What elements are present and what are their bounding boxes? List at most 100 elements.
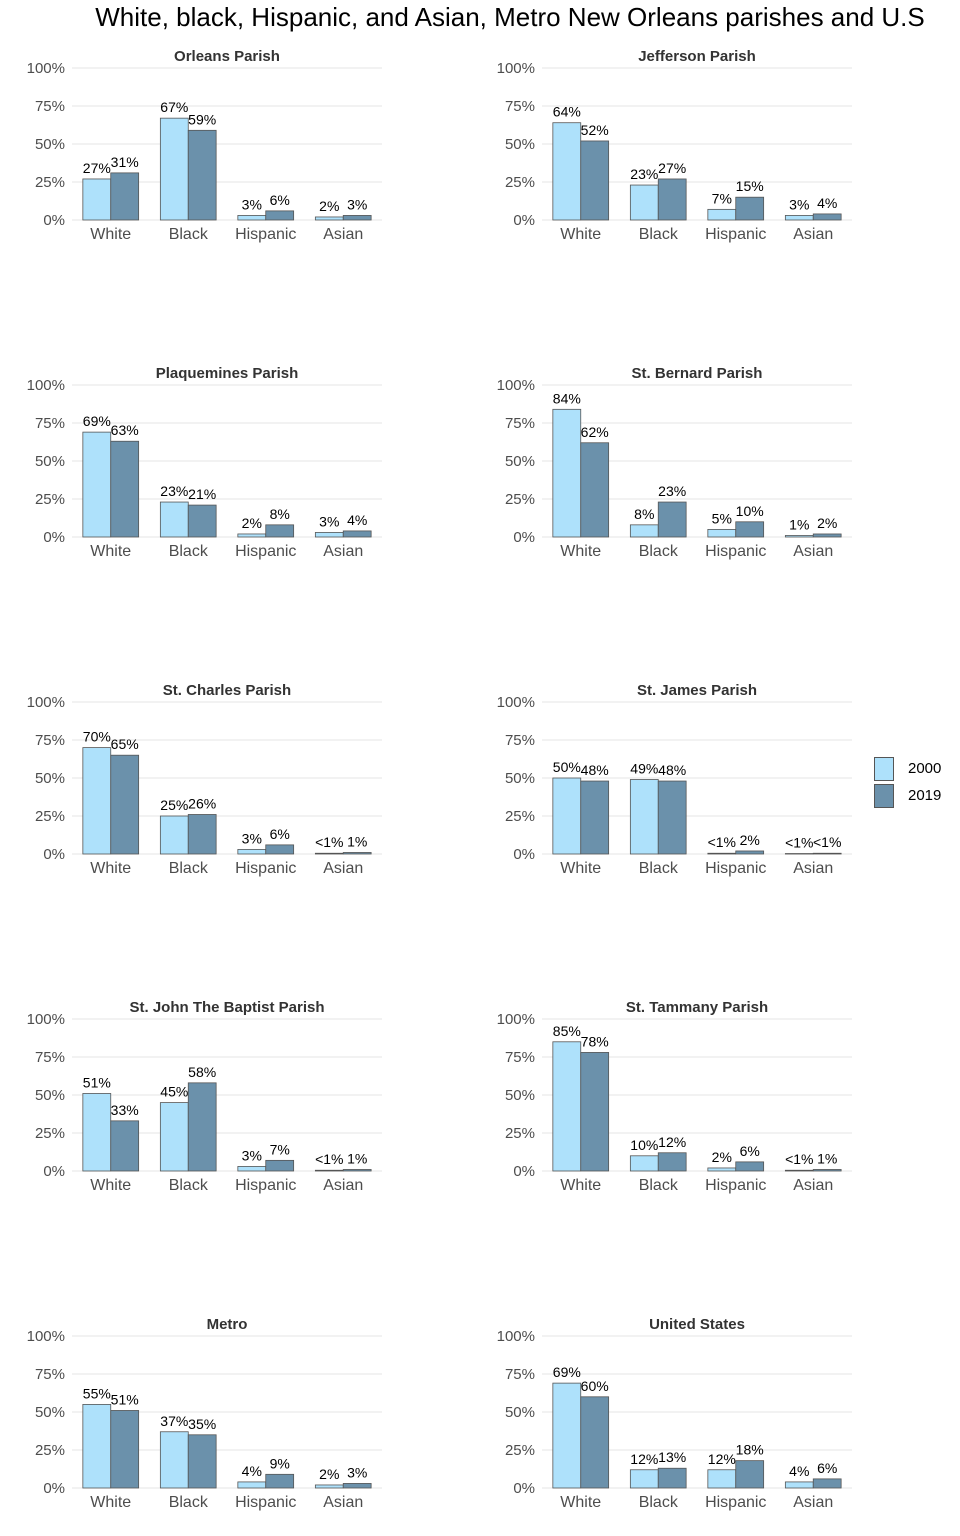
bar-white-2000 [82, 1404, 112, 1489]
data-label: 25% [160, 797, 188, 813]
data-label: 27% [658, 160, 686, 176]
data-label: 21% [188, 486, 216, 502]
data-label: 8% [270, 506, 290, 522]
y-tick-label: 0% [513, 846, 535, 863]
bar-black-2019 [187, 504, 217, 538]
data-label: 3% [789, 196, 809, 212]
data-label: 3% [347, 1464, 367, 1480]
bar-white-2000 [552, 777, 582, 855]
bar-asian-2000 [314, 532, 344, 538]
data-label: 7% [270, 1141, 290, 1157]
x-tick-label: Asian [323, 1177, 363, 1194]
chart-st-tammany-parish: 0% 25% 50% 75% 100% St. Tammany Parish 85%78% W… [497, 999, 852, 1194]
data-label: 59% [188, 111, 216, 127]
x-tick-label: Asian [793, 543, 833, 560]
bar-hispanic-2019 [735, 1161, 765, 1172]
y-tick-label: 75% [505, 1049, 535, 1066]
panel-title: St. Bernard Parish [632, 365, 763, 382]
bar-asian-2019 [812, 1478, 842, 1489]
data-label: 33% [111, 1102, 139, 1118]
y-tick-label: 25% [35, 1442, 65, 1459]
bar-white-2019 [580, 442, 610, 538]
y-tick-label: 50% [505, 1087, 535, 1104]
bar-black-2000 [629, 524, 659, 538]
data-label: 2% [242, 515, 262, 531]
data-label: 7% [712, 190, 732, 206]
y-tick-label: 100% [27, 377, 65, 394]
y-tick-label: 100% [27, 1011, 65, 1028]
bar-black-2000 [159, 815, 189, 855]
data-label: 52% [581, 122, 609, 138]
y-tick-label: 75% [35, 415, 65, 432]
x-tick-label: White [90, 1177, 131, 1194]
legend-label-2000: 2000 [908, 760, 942, 777]
bar-asian-2000 [784, 1481, 814, 1489]
data-label: 10% [736, 503, 764, 519]
bar-black-2019 [657, 780, 687, 855]
y-tick-label: 25% [35, 174, 65, 191]
y-tick-label: 0% [43, 846, 65, 863]
x-tick-label: Black [639, 543, 679, 560]
data-label: 50% [553, 759, 581, 775]
data-label: 12% [708, 1451, 736, 1467]
x-tick-label: Black [639, 1494, 679, 1511]
data-label: 1% [347, 1150, 367, 1166]
data-label: 10% [630, 1137, 658, 1153]
y-tick-label: 0% [513, 212, 535, 229]
bar-black-2019 [187, 814, 217, 855]
y-tick-label: 50% [505, 453, 535, 470]
chart-orleans-parish: 0% 25% 50% 75% 100% Orleans Parish 27% 31% White… [27, 48, 382, 243]
data-label: 2% [319, 1466, 339, 1482]
y-tick-label: 25% [505, 808, 535, 825]
y-tick-label: 25% [505, 491, 535, 508]
data-label: 64% [553, 104, 581, 120]
data-label: 9% [270, 1455, 290, 1471]
bar-black-2019 [187, 1082, 217, 1172]
bar-asian-2019 [342, 1483, 372, 1489]
legend-swatch-2019 [874, 783, 894, 808]
data-label: 55% [83, 1385, 111, 1401]
y-tick-label: 50% [35, 453, 65, 470]
bar-white-2019 [580, 140, 610, 221]
panel-title: St. John The Baptist Parish [129, 999, 324, 1016]
data-label: 1% [789, 516, 809, 532]
data-label: 12% [658, 1134, 686, 1150]
data-label: 35% [188, 1416, 216, 1432]
bar-asian-2019 [812, 1169, 842, 1172]
data-label: 2% [712, 1149, 732, 1165]
bar-black-2019 [657, 1467, 687, 1489]
bar-black-2019 [187, 129, 217, 221]
x-tick-label: Hispanic [235, 1177, 296, 1194]
data-label: 37% [160, 1413, 188, 1429]
panel-title: St. Tammany Parish [626, 999, 768, 1016]
legend-item-2000: 2000 [874, 755, 941, 782]
y-tick-label: 75% [505, 732, 535, 749]
bar-asian-2000 [314, 216, 344, 221]
data-label: 15% [736, 178, 764, 194]
data-label: 49% [630, 761, 658, 777]
x-tick-label: Hispanic [235, 226, 296, 243]
data-label: 8% [634, 506, 654, 522]
y-tick-label: 100% [497, 1011, 535, 1028]
chart-united-states: 0% 25% 50% 75% 100% United States 69%60% White 1… [497, 1316, 852, 1511]
x-tick-label: Hispanic [235, 1494, 296, 1511]
x-tick-label: Hispanic [705, 1494, 766, 1511]
y-tick-label: 100% [497, 1328, 535, 1345]
bar-white-2000 [552, 1382, 582, 1489]
data-label: 4% [817, 195, 837, 211]
bar-hispanic-2000 [237, 533, 267, 538]
data-label: 51% [111, 1391, 139, 1407]
data-label: 85% [553, 1023, 581, 1039]
data-label: 4% [789, 1463, 809, 1479]
data-label: 1% [347, 833, 367, 849]
y-tick-label: 25% [505, 1125, 535, 1142]
data-label: 26% [188, 795, 216, 811]
data-label: <1% [813, 834, 841, 850]
bar-hispanic-2000 [707, 529, 737, 538]
bar-black-2000 [629, 1155, 659, 1172]
x-tick-label: Asian [793, 860, 833, 877]
data-label: 6% [270, 192, 290, 208]
panel-title: St. James Parish [637, 682, 757, 699]
bar-black-2000 [629, 184, 659, 221]
